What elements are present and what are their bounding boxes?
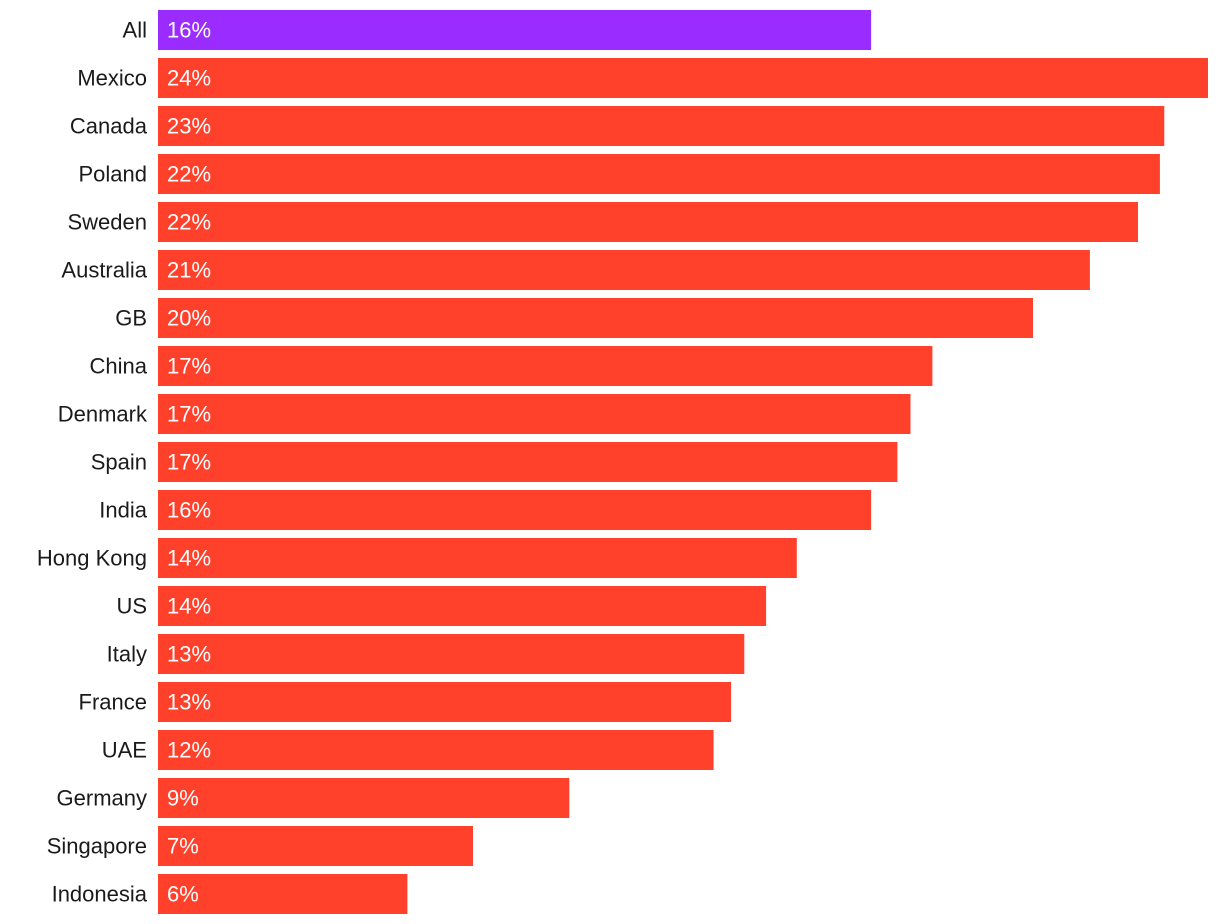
value-label-poland: 22% [167,162,211,187]
category-label-germany: Germany [57,786,147,811]
category-label-indonesia: Indonesia [52,882,148,907]
value-label-italy: 13% [167,642,211,667]
category-label-hong-kong: Hong Kong [37,546,147,571]
bar-italy [158,634,745,674]
bar-indonesia [158,874,408,914]
value-label-australia: 21% [167,258,211,283]
bar-germany [158,778,570,818]
value-label-canada: 23% [167,114,211,139]
category-label-us: US [116,594,147,619]
category-label-mexico: Mexico [77,66,147,91]
value-label-india: 16% [167,498,211,523]
bar-india [158,490,872,530]
value-label-uae: 12% [167,738,211,763]
category-label-china: China [90,354,148,379]
category-label-france: France [79,690,147,715]
bar-france [158,682,732,722]
bar-hong-kong [158,538,797,578]
value-label-us: 14% [167,594,211,619]
value-label-germany: 9% [167,786,199,811]
category-label-italy: Italy [107,642,147,667]
value-labels-group: 16% 24% 23% 22% 22% 21% 20% 17% 17% 17% 16% 14% 14% 1… [167,18,211,907]
bar-uae [158,730,714,770]
value-label-gb: 20% [167,306,211,331]
category-label-all: All [123,18,147,43]
value-label-singapore: 7% [167,834,199,859]
bar-poland [158,154,1160,194]
value-label-all: 16% [167,18,211,43]
bar-canada [158,106,1165,146]
value-label-indonesia: 6% [167,882,199,907]
bar-singapore [158,826,473,866]
bar-sweden [158,202,1138,242]
bar-gb [158,298,1033,338]
bar-all [158,10,872,50]
value-label-hong-kong: 14% [167,546,211,571]
bar-denmark [158,394,911,434]
bar-mexico [158,58,1208,98]
value-label-denmark: 17% [167,402,211,427]
bar-china [158,346,933,386]
category-label-denmark: Denmark [58,402,148,427]
value-label-mexico: 24% [167,66,211,91]
category-label-poland: Poland [78,162,147,187]
category-label-sweden: Sweden [67,210,147,235]
category-label-gb: GB [115,306,147,331]
category-label-spain: Spain [91,450,147,475]
category-label-uae: UAE [102,738,147,763]
category-labels-group: All Mexico Canada Poland Sweden Australia GB Ch… [37,18,148,907]
value-label-china: 17% [167,354,211,379]
value-label-france: 13% [167,690,211,715]
bar-spain [158,442,898,482]
bars-group [158,10,1208,914]
value-label-spain: 17% [167,450,211,475]
category-label-singapore: Singapore [47,834,147,859]
bar-australia [158,250,1090,290]
category-label-india: India [99,498,147,523]
bar-us [158,586,767,626]
value-label-sweden: 22% [167,210,211,235]
category-label-australia: Australia [61,258,147,283]
category-label-canada: Canada [70,114,148,139]
